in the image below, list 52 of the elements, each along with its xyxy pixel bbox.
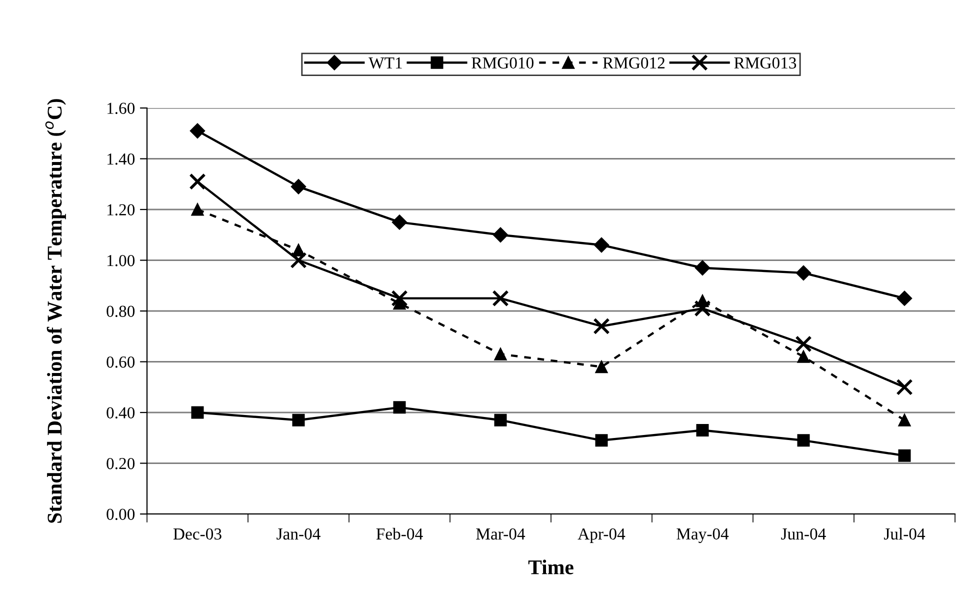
point <box>896 378 913 396</box>
x-tick-label: May-04 <box>676 528 729 544</box>
point <box>392 214 408 230</box>
point <box>595 434 608 447</box>
point <box>492 290 509 307</box>
point <box>896 290 912 306</box>
y-tick-label: 0.80 <box>106 306 135 318</box>
y-tick-label: 1.40 <box>107 153 135 165</box>
point <box>898 449 911 462</box>
point <box>292 414 305 426</box>
y-tick-label: 0.60 <box>106 356 135 368</box>
point <box>190 123 206 138</box>
point <box>898 414 911 426</box>
point <box>492 227 508 242</box>
point <box>694 260 710 276</box>
point <box>696 424 709 437</box>
legend-label: WT1 <box>368 57 402 69</box>
legend-label: RMG010 <box>472 57 534 69</box>
legend-label: RMG013 <box>734 57 796 69</box>
x-tick-label: Apr-04 <box>578 528 626 544</box>
x-tick-label: Feb-04 <box>376 528 423 540</box>
point <box>290 252 307 269</box>
y-tick-label: 1.20 <box>107 204 135 216</box>
legend-label: RMG012 <box>602 57 665 69</box>
x-tick-label: Dec-03 <box>173 528 222 540</box>
point <box>494 414 507 426</box>
point <box>795 336 812 352</box>
y-tick-label: 0.00 <box>106 508 135 520</box>
x-tick-label: Mar-04 <box>476 528 526 540</box>
point <box>797 350 810 363</box>
y-tick-label: 0.40 <box>106 407 135 419</box>
point <box>595 360 608 374</box>
point <box>290 179 306 194</box>
point <box>494 348 507 360</box>
point <box>796 265 812 281</box>
y-tick-label: 1.00 <box>107 254 135 266</box>
x-tick-label: Jun-04 <box>781 528 826 540</box>
y-axis-title: Standard Deviation of Water Temperature ($^{o}$C) <box>45 99 66 523</box>
point <box>191 406 204 419</box>
point <box>694 300 711 317</box>
point <box>191 203 204 216</box>
point <box>391 290 408 307</box>
point <box>189 173 206 190</box>
x-tick-label: Jul-04 <box>884 528 926 540</box>
x-axis-title: Time <box>528 560 574 574</box>
y-tick-label: 1.60 <box>107 102 135 114</box>
y-tick-label: 0.20 <box>106 458 135 470</box>
x-tick-label: Jan-04 <box>276 528 320 540</box>
point <box>594 237 610 253</box>
point <box>797 434 810 447</box>
point <box>593 318 610 335</box>
point <box>393 401 406 414</box>
